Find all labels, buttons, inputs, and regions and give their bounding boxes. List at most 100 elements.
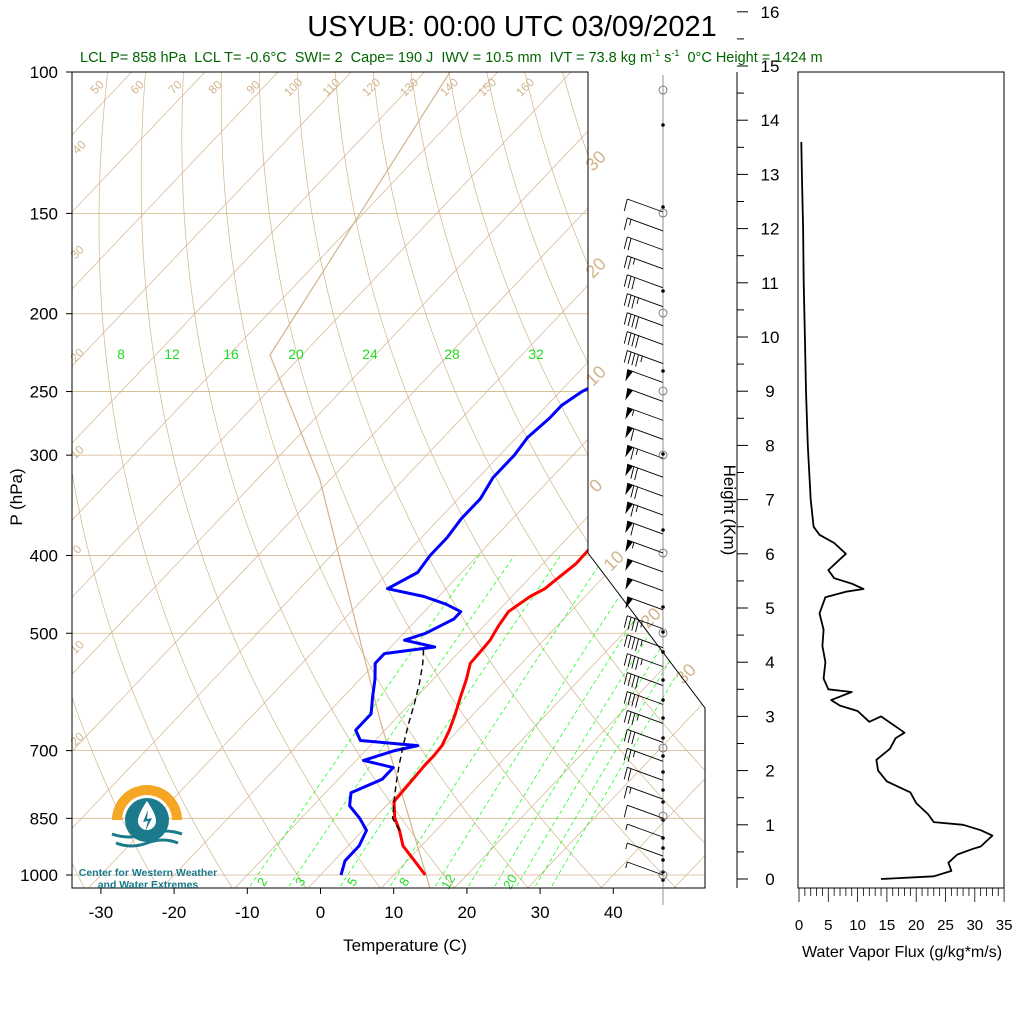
wind-barb-flag: [635, 657, 640, 670]
wind-barb-pennant: [625, 521, 633, 534]
wind-calm-circle: [658, 208, 668, 218]
wind-barb-flag: [631, 637, 636, 650]
wind-barb-flag: [623, 672, 628, 685]
wind-barb-flag: [623, 274, 628, 287]
dry-adiabat-line: [334, 72, 705, 888]
wind-barb-pennant: [625, 539, 633, 552]
temperature-line: [392, 212, 705, 876]
wind-barb-half: [640, 621, 643, 628]
pressure-tick-label: 150: [30, 204, 58, 223]
dry-adiabat-line: [752, 72, 1024, 892]
wind-barb-flag: [627, 673, 632, 687]
wind-barb: [625, 520, 664, 536]
wind-barb: [623, 710, 664, 726]
isotherm-label: 20: [582, 254, 610, 282]
mixing-ratio-label: 12: [438, 872, 458, 892]
height-tick-label: 6: [765, 545, 774, 564]
wind-barb-half: [640, 355, 643, 363]
wind-barb: [625, 539, 664, 554]
isotherm-label: 10: [600, 547, 628, 575]
wind-barb: [625, 369, 664, 383]
skewt-series: [339, 212, 705, 876]
wind-barb-flag: [635, 354, 640, 367]
mixing-ratio-line: [464, 555, 676, 888]
wind-barb-flag: [627, 351, 632, 365]
isotherm-line: [72, 72, 645, 888]
wind-barb-flag: [627, 692, 632, 705]
wind-barb-flag: [635, 316, 640, 329]
dry-adiabat-line: [258, 72, 607, 888]
isotherm-label: 120: [359, 75, 383, 99]
isotherm-line: [72, 72, 352, 888]
isotherm-label: 30: [67, 242, 87, 262]
wind-barb-flag: [631, 315, 636, 328]
wind-barb-staff: [627, 842, 664, 857]
isotherm-line: [72, 72, 572, 888]
logo-wave-2: [115, 838, 179, 848]
wind-barb-flag: [634, 486, 639, 500]
wind-barb-half: [632, 750, 636, 758]
wind-level-dot: [661, 452, 665, 456]
wind-level-dot: [661, 123, 665, 127]
wind-barb: [625, 406, 664, 421]
isotherm-line: [523, 72, 705, 888]
dry-adiabat-line: [638, 72, 705, 888]
skewt-guide-labels: 50 60 70 80 90 100 110 120 130 140 150 160403020100…: [67, 75, 699, 892]
wind-barb-flag: [635, 695, 640, 708]
wind-barb: [625, 425, 664, 441]
wind-barb-flag: [623, 350, 628, 363]
wind-barb: [623, 217, 664, 232]
flux-tick-label: 15: [879, 917, 896, 934]
wind-barb-staff: [627, 406, 664, 421]
isotherm-line: [72, 72, 705, 888]
wind-barb: [625, 388, 664, 402]
pressure-tick-label: 200: [30, 305, 58, 324]
wind-barb-flag: [623, 331, 628, 344]
dry-adiabat-line: [372, 72, 705, 888]
wind-level-dot: [661, 770, 665, 774]
ivt-seconds: s: [660, 50, 671, 66]
wind-barb-staff: [627, 388, 664, 402]
reference-adiabat-line: [269, 72, 451, 888]
wind-barb-half: [635, 448, 639, 456]
isotherm-line: [72, 72, 279, 888]
wind-barb-flag: [623, 729, 628, 742]
wind-barb: [625, 482, 664, 500]
isotherm-line: [377, 72, 705, 888]
wind-barb-flag: [630, 447, 635, 460]
wind-barb-pennant: [625, 502, 633, 515]
wind-barb-staff: [627, 255, 664, 270]
isotherm-label: 30: [672, 660, 700, 688]
wind-barb-half: [625, 824, 628, 831]
pressure-tick-label: 1000: [20, 866, 58, 885]
wind-barb-half: [640, 640, 643, 647]
wind-calm-circle: [658, 450, 668, 460]
wind-barb-flag: [631, 618, 636, 631]
mixing-ratio-line: [336, 555, 562, 888]
height-tick-label: 0: [765, 870, 774, 889]
wind-barb-flag: [631, 296, 636, 309]
wind-level-dot: [661, 630, 665, 634]
wind-barb-staff: [627, 198, 664, 213]
dry-adiabat-line: [828, 72, 1024, 892]
isotherm-label: 140: [437, 75, 461, 99]
flux-frame: [797, 71, 1005, 889]
wind-calm-circle: [658, 85, 668, 95]
wind-barb-flag: [635, 619, 640, 632]
height-tick-label: 11: [761, 274, 779, 293]
ivt-value: IVT = 73.8 kg m: [550, 50, 653, 66]
isotherm-label: 10: [67, 637, 87, 657]
height-axis-label: Height (Km): [720, 465, 739, 556]
wind-level-dot: [661, 528, 665, 532]
height-tick-label: 5: [765, 599, 774, 618]
wind-barb-staff: [627, 520, 664, 535]
wind-barb-half: [631, 542, 635, 549]
height-tick-label: 2: [765, 762, 774, 781]
wind-barb-staff: [627, 634, 664, 649]
height-tick-label: 15: [761, 57, 780, 76]
flux-tick-label: 25: [937, 917, 954, 934]
wind-barb: [625, 501, 664, 517]
wind-level-dot: [661, 716, 665, 720]
wind-barb: [623, 691, 664, 708]
